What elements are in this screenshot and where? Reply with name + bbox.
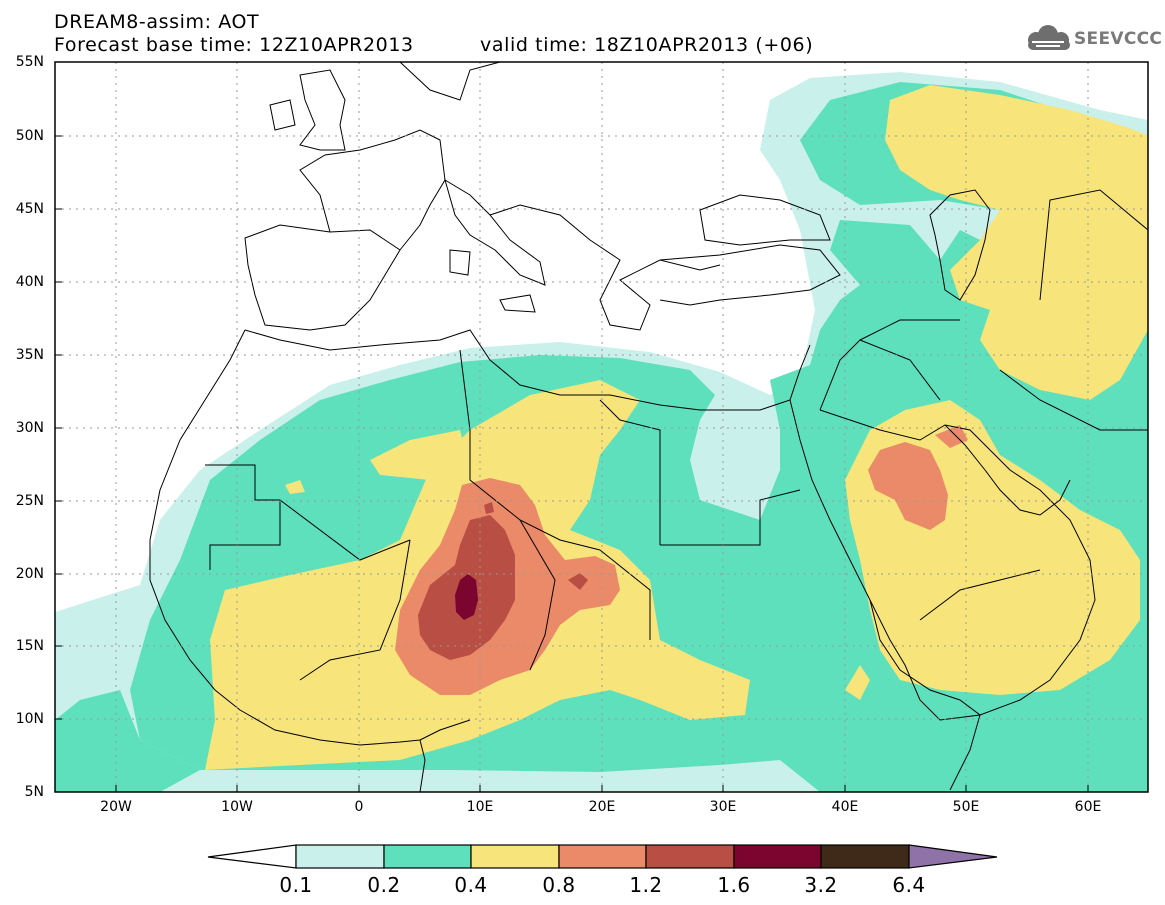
lon-label: 40E (831, 799, 859, 815)
lat-label: 45N (15, 201, 44, 217)
lat-label: 20N (15, 566, 44, 582)
lat-label: 10N (15, 711, 44, 727)
aot-level-1.6 (455, 574, 478, 620)
colorbar-label: 0.8 (542, 873, 576, 897)
colorbar-label: 0.4 (454, 873, 488, 897)
cloud-logo-icon (1028, 25, 1070, 50)
lon-label: 10W (221, 799, 253, 815)
lat-label: 25N (15, 493, 44, 509)
tick-marks (55, 61, 1089, 793)
lon-label: 30E (709, 799, 737, 815)
grid-lines (55, 62, 1148, 792)
coastlines (149, 62, 1148, 792)
lat-label: 35N (15, 347, 44, 363)
lat-label: 30N (15, 420, 44, 436)
lon-label: 10E (466, 799, 494, 815)
lon-label: 60E (1074, 799, 1102, 815)
valid-time: valid time: 18Z10APR2013 (+06) (480, 34, 814, 56)
lon-label: 50E (952, 799, 980, 815)
chart-title: DREAM8-assim: AOT (54, 11, 260, 33)
logo-text: SEEVCCC (1074, 29, 1163, 49)
lon-label: 0 (354, 799, 364, 815)
lat-label: 5N (24, 784, 44, 800)
colorbar-label: 0.1 (279, 873, 313, 897)
lat-label: 50N (15, 128, 44, 144)
colorbar-label: 1.6 (717, 873, 751, 897)
lon-label: 20E (588, 799, 616, 815)
colorbar-label: 0.2 (367, 873, 401, 897)
colorbar-label: 6.4 (892, 873, 926, 897)
colorbar-label: 3.2 (804, 873, 838, 897)
colorbar-label: 1.2 (629, 873, 663, 897)
lon-label: 20W (100, 799, 132, 815)
lat-label: 15N (15, 638, 44, 654)
lat-label: 40N (15, 274, 44, 290)
forecast-base-time: Forecast base time: 12Z10APR2013 (54, 34, 414, 56)
lat-label: 55N (15, 54, 44, 70)
